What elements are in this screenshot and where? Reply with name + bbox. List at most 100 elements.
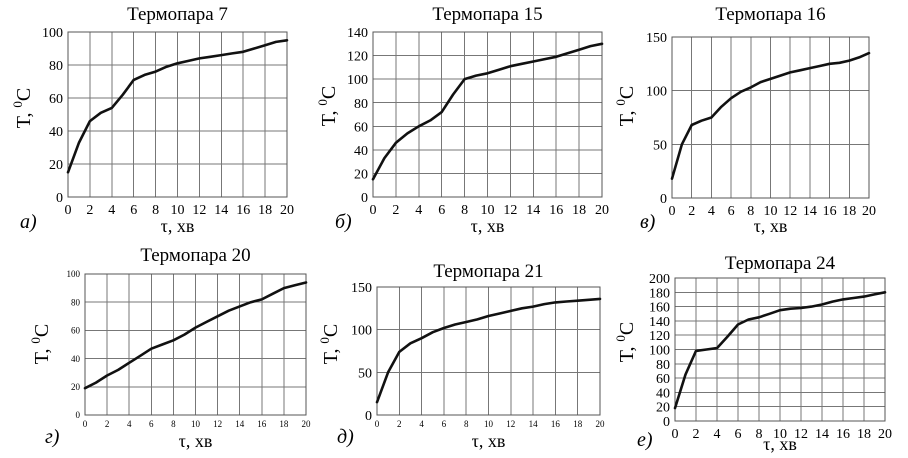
x-tick-label: 10 — [764, 204, 778, 219]
chart-panel-6: 0 2 4 6 8 10 12 14 16 18 2002040608010012014016018… — [613, 253, 892, 454]
x-tick-label: 4 — [127, 419, 132, 429]
x-tick-label: 0 — [65, 203, 72, 218]
x-tick-label: 12 — [503, 203, 517, 218]
panel-label: а) — [20, 211, 37, 233]
plot-frame — [674, 277, 886, 422]
plot-frame — [372, 31, 603, 198]
chart-panel-5: 0 2 4 6 8 10 12 14 16 18 20 0 50 100 150 Термопара 21 τ,… — [317, 261, 605, 451]
y-tick-label: 0 — [365, 409, 372, 424]
panel-label: г) — [45, 426, 60, 448]
x-tick-label: 12 — [794, 427, 808, 442]
y-tick-label: 0 — [660, 192, 667, 207]
x-tick-label: 8 — [171, 419, 176, 429]
x-tick-label: 8 — [747, 204, 754, 219]
x-tick-label: 16 — [823, 204, 837, 219]
plot-frame — [67, 31, 288, 198]
x-tick-label: 20 — [862, 204, 876, 219]
y-tick-label: 80 — [354, 97, 368, 112]
x-tick-label: 20 — [280, 203, 294, 218]
x-tick-label: 4 — [419, 419, 424, 429]
x-tick-label: 20 — [878, 427, 892, 442]
x-tick-label: 2 — [105, 419, 110, 429]
chart-panel-2: 0 2 4 6 8 10 12 14 16 18 20020406080100120140Термо… — [315, 4, 609, 236]
y-tick-label: 140 — [347, 26, 368, 41]
y-axis-label: T, 0C — [317, 324, 342, 365]
y-axis-label: T, 0C — [10, 88, 35, 129]
y-tick-label: 50 — [358, 366, 372, 381]
x-tick-label: 18 — [258, 203, 272, 218]
x-tick-label: 2 — [392, 203, 399, 218]
x-tick-label: 8 — [461, 203, 468, 218]
temperature-curve — [66, 39, 289, 174]
chart-title: Термопара 21 — [433, 261, 543, 282]
y-tick-label: 150 — [351, 281, 372, 296]
y-tick-label: 20 — [656, 401, 670, 416]
x-tick-label: 6 — [442, 419, 447, 429]
x-tick-label: 10 — [481, 203, 495, 218]
x-tick-label: 6 — [438, 203, 445, 218]
x-tick-label: 12 — [506, 419, 515, 429]
y-tick-label: 100 — [42, 26, 63, 41]
x-tick-label: 18 — [279, 419, 289, 429]
x-tick-label: 0 — [669, 204, 676, 219]
chart-title: Термопара 24 — [725, 253, 836, 274]
x-tick-label: 20 — [302, 419, 312, 429]
y-tick-label: 40 — [71, 354, 81, 364]
x-tick-label: 18 — [857, 427, 871, 442]
x-tick-label: 14 — [803, 204, 817, 219]
y-tick-label: 60 — [656, 372, 670, 387]
x-tick-label: 8 — [756, 427, 763, 442]
x-tick-label: 18 — [573, 419, 583, 429]
x-tick-label: 16 — [236, 203, 250, 218]
panel-label: б) — [335, 211, 352, 233]
panel-label: е) — [637, 429, 653, 451]
x-tick-label: 16 — [549, 203, 563, 218]
y-tick-label: 100 — [646, 85, 667, 100]
x-tick-label: 16 — [257, 419, 267, 429]
y-tick-label: 80 — [71, 297, 81, 307]
x-axis-label: τ, хв — [472, 431, 506, 451]
chart-title: Термопара 7 — [127, 4, 228, 25]
x-tick-label: 4 — [108, 203, 115, 218]
x-axis-label: τ, хв — [471, 216, 505, 236]
y-tick-label: 20 — [354, 167, 368, 182]
x-tick-label: 10 — [484, 419, 494, 429]
temperature-curve — [83, 281, 308, 390]
x-tick-label: 4 — [708, 204, 715, 219]
x-axis-label: τ, хв — [754, 216, 788, 236]
x-tick-label: 0 — [672, 427, 679, 442]
x-tick-label: 0 — [83, 419, 88, 429]
temperature-curve — [673, 291, 887, 410]
y-tick-label: 50 — [653, 138, 667, 153]
plot-frame — [84, 273, 307, 416]
y-tick-label: 20 — [71, 382, 81, 392]
panel-label: д) — [337, 426, 354, 448]
temperature-curve — [375, 297, 602, 404]
x-tick-label: 8 — [464, 419, 469, 429]
x-tick-label: 14 — [529, 419, 539, 429]
y-tick-label: 0 — [663, 415, 670, 430]
x-tick-label: 12 — [213, 419, 222, 429]
y-tick-label: 140 — [649, 315, 670, 330]
temperature-curve — [670, 51, 871, 180]
y-tick-label: 100 — [67, 269, 81, 279]
plot-frame — [376, 286, 601, 416]
y-tick-label: 100 — [347, 73, 368, 88]
x-tick-label: 20 — [595, 203, 609, 218]
x-axis-label: τ, хв — [161, 216, 195, 236]
chart-title: Термопара 20 — [140, 245, 250, 266]
y-tick-label: 40 — [49, 125, 63, 140]
x-tick-label: 12 — [192, 203, 206, 218]
panel-label: в) — [640, 211, 656, 233]
plot-frame — [671, 36, 870, 199]
x-tick-label: 2 — [693, 427, 700, 442]
y-tick-label: 40 — [656, 386, 670, 401]
x-tick-label: 4 — [714, 427, 721, 442]
x-tick-label: 2 — [397, 419, 402, 429]
x-tick-label: 2 — [688, 204, 695, 219]
y-axis-label: T, 0C — [613, 86, 638, 127]
x-tick-label: 20 — [596, 419, 606, 429]
